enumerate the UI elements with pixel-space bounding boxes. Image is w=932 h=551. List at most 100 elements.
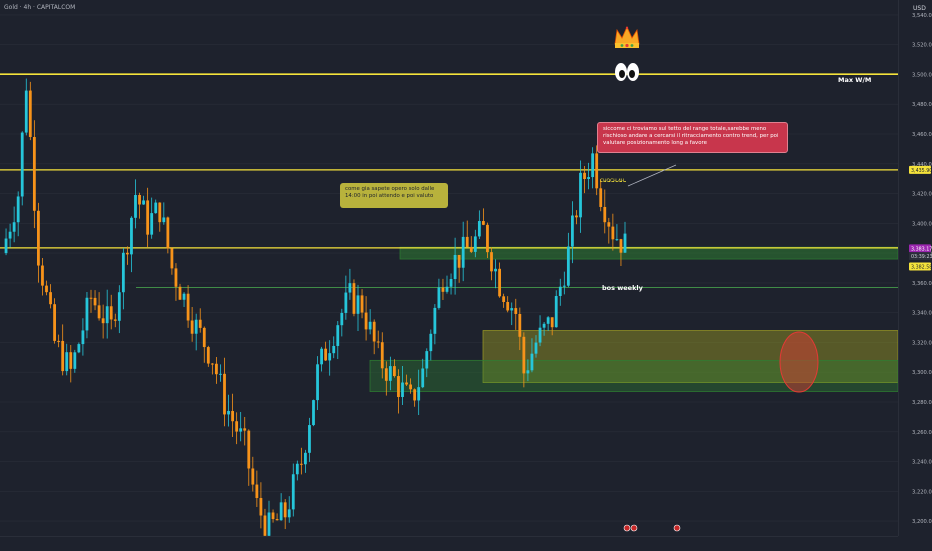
- candle-body: [332, 345, 336, 354]
- candle-body: [510, 308, 514, 311]
- candle-body: [162, 217, 166, 223]
- price-axis[interactable]: [898, 0, 932, 536]
- candle-body: [206, 347, 210, 364]
- candle-body: [255, 484, 259, 499]
- candle-body: [449, 279, 453, 287]
- candle-body: [291, 474, 295, 510]
- candle-body: [461, 236, 465, 268]
- candle-body: [380, 342, 384, 369]
- candle-body: [482, 221, 485, 225]
- candle-body: [57, 340, 61, 342]
- candle-body: [89, 297, 93, 299]
- candle-body: [113, 319, 117, 321]
- candle-body: [514, 308, 518, 314]
- candle-body: [223, 373, 226, 415]
- candle-body: [4, 238, 8, 254]
- candle-body: [105, 306, 109, 324]
- candle-body: [146, 200, 150, 235]
- candle-body: [364, 312, 368, 330]
- candle-body: [336, 325, 340, 346]
- candle-body: [267, 512, 271, 536]
- candle-body: [530, 353, 534, 371]
- candle-body: [558, 286, 562, 296]
- candle-body: [12, 222, 16, 232]
- candle-body: [490, 252, 493, 272]
- candle-body: [73, 352, 77, 369]
- candle-body: [352, 283, 356, 314]
- event-flag-icon: [623, 524, 631, 532]
- candle-body: [235, 421, 239, 432]
- candle-body: [32, 136, 36, 211]
- candle-body: [259, 498, 263, 516]
- candle-body: [130, 217, 133, 255]
- candle-body: [575, 215, 578, 218]
- candle-body: [465, 236, 469, 248]
- candle-body: [372, 321, 376, 342]
- candle-body: [615, 239, 619, 241]
- candle-body: [599, 188, 603, 207]
- candle-body: [619, 239, 623, 253]
- candle-body: [219, 373, 222, 375]
- candle-body: [542, 323, 546, 328]
- candle-body: [324, 348, 328, 361]
- candle-body: [579, 172, 582, 218]
- candle-body: [239, 428, 243, 432]
- candle-body: [360, 295, 364, 313]
- candle-body: [340, 312, 344, 326]
- candle-body: [77, 344, 81, 353]
- candle-body: [158, 202, 162, 223]
- crown-eyes-icon: [614, 26, 640, 81]
- candle-body: [138, 194, 141, 205]
- candle-body: [486, 224, 489, 253]
- candle-body: [469, 247, 473, 252]
- candle-body: [271, 512, 275, 520]
- candle-body: [231, 410, 234, 422]
- candle-body: [550, 317, 554, 328]
- candle-body: [312, 400, 315, 426]
- candle-body: [28, 90, 32, 137]
- candle-body: [263, 515, 267, 536]
- candle-body: [457, 254, 461, 268]
- candle-body: [142, 200, 145, 205]
- yellow-note[interactable]: come gia sapete opero solo dalle 14:00 i…: [340, 183, 448, 208]
- red-note[interactable]: siccome ci troviamo sul tetto del range …: [597, 122, 788, 153]
- candle-body: [562, 285, 566, 287]
- candle-body: [24, 90, 28, 133]
- olive-zone: [482, 330, 899, 383]
- candle-body: [283, 502, 287, 518]
- candle-body: [611, 226, 615, 240]
- candle-body: [166, 217, 170, 249]
- candle-body: [397, 376, 400, 397]
- event-flag-icon: [630, 524, 638, 532]
- candle-body: [401, 382, 404, 397]
- candle-body: [8, 231, 12, 239]
- candle-body: [150, 213, 154, 235]
- candle-body: [441, 287, 445, 292]
- currency-label[interactable]: USD: [913, 5, 926, 12]
- candle-body: [623, 233, 627, 253]
- candle-body: [97, 305, 101, 319]
- candle-body: [356, 295, 360, 314]
- candle-body: [117, 292, 121, 321]
- candle-body: [445, 286, 449, 292]
- candle-body: [522, 336, 526, 374]
- candle-body: [190, 320, 194, 334]
- event-flag-icon: [673, 524, 681, 532]
- candle-body: [595, 153, 599, 189]
- candle-body: [421, 368, 425, 388]
- candle-body: [506, 301, 510, 311]
- candle-body: [170, 248, 174, 269]
- candle-body: [571, 215, 574, 247]
- candle-body: [295, 463, 299, 475]
- time-axis[interactable]: [0, 536, 898, 551]
- candle-body: [126, 252, 129, 255]
- candle-body: [583, 172, 586, 179]
- candle-body: [41, 265, 44, 286]
- candle-body: [198, 319, 202, 328]
- candle-body: [494, 268, 497, 272]
- candle-body: [534, 342, 538, 354]
- candle-body: [429, 333, 433, 352]
- candle-body: [243, 428, 247, 431]
- candle-body: [502, 296, 506, 302]
